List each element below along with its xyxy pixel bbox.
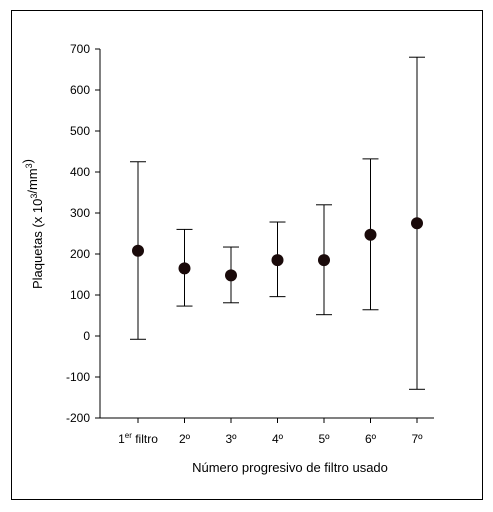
chart-frame [11,10,483,500]
x-tick-label: 7º [411,432,423,446]
data-point [364,228,377,241]
x-tick-label: 3º [225,432,237,446]
x-tick-label: 5º [318,432,330,446]
data-point [411,217,423,230]
x-axis: 1er filtro 2º 3º 4º 5º 6º 7º [100,417,434,446]
x-tick-label: 4º [272,432,284,446]
data-point [271,254,284,267]
y-tick-label: 0 [83,329,90,343]
data-point [132,244,144,257]
y-tick-label: 300 [70,206,90,220]
x-tick-label: 2º [179,432,191,446]
y-tick-label: 400 [70,165,90,179]
y-tick-label: 500 [70,124,90,138]
y-tick-label: 200 [70,247,90,261]
y-axis-label: Plaquetas (x 103/mm3) [20,159,45,289]
data-point [318,254,330,267]
x-axis-label: Número progresivo de filtro usado [192,460,388,475]
data-point [225,269,237,282]
x-tick-label: 6º [365,432,377,446]
y-tick-label: -100 [66,370,90,384]
y-axis: -200 -100 0 100 200 300 400 500 600 700 [66,42,101,425]
data-point [178,262,191,275]
data-series [130,56,425,390]
y-tick-label: 700 [70,42,90,56]
y-tick-label: 100 [70,288,90,302]
x-tick-label: 1er filtro [118,431,158,446]
y-tick-label: -200 [66,411,90,425]
y-tick-label: 600 [70,83,90,97]
